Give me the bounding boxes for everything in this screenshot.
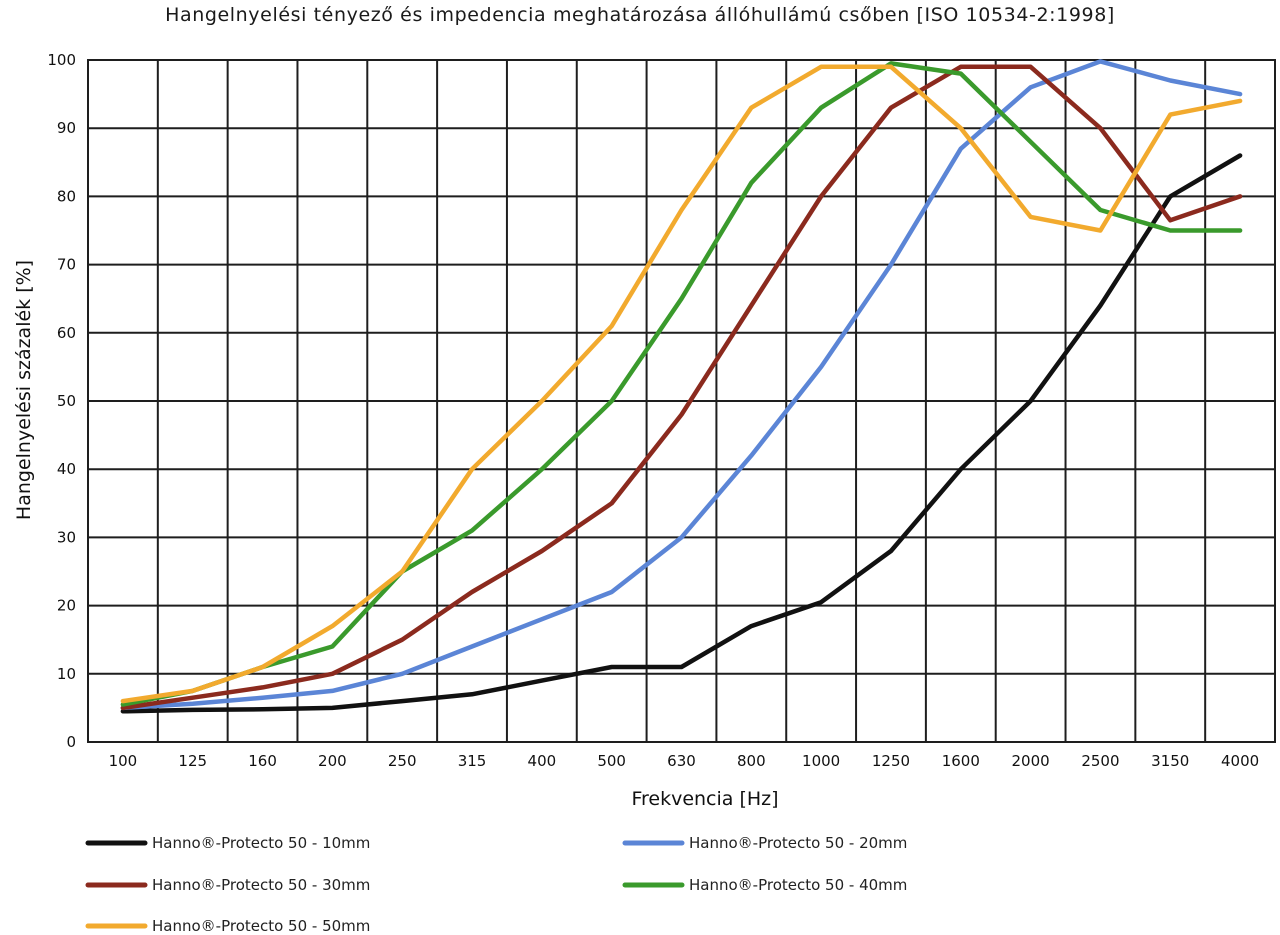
x-tick-label: 125: [178, 752, 207, 770]
x-tick-label: 500: [597, 752, 626, 770]
x-axis-label: Frekvencia [Hz]: [631, 788, 778, 810]
x-tick-label: 630: [667, 752, 696, 770]
y-tick-label: 70: [57, 256, 76, 274]
x-tick-label: 160: [248, 752, 277, 770]
x-tick-label: 3150: [1151, 752, 1189, 770]
y-tick-label: 20: [57, 597, 76, 615]
series-line-1: [120, 153, 1243, 714]
legend-label: Hanno®-Protecto 50 - 40mm: [689, 876, 907, 894]
x-tick-label: 100: [109, 752, 138, 770]
y-axis-ticks: 0 10 20 30 40 50 60 70 80 90 100: [47, 51, 76, 751]
x-tick-label: 2500: [1081, 752, 1119, 770]
x-tick-label: 1600: [942, 752, 980, 770]
y-tick-label: 10: [57, 665, 76, 683]
x-tick-label: 1000: [802, 752, 840, 770]
legend-label: Hanno®-Protecto 50 - 30mm: [152, 876, 370, 894]
legend-item: Hanno®-Protecto 50 - 50mm: [85, 917, 370, 935]
series-line-4: [120, 61, 1243, 707]
series-line-5: [120, 64, 1243, 704]
legend-label: Hanno®-Protecto 50 - 20mm: [689, 834, 907, 852]
y-tick-label: 60: [57, 324, 76, 342]
chart-title: Hangelnyelési tényező és impedencia megh…: [165, 4, 1115, 26]
x-tick-label: 800: [737, 752, 766, 770]
y-tick-label: 50: [57, 392, 76, 410]
x-tick-label: 200: [318, 752, 347, 770]
x-tick-label: 400: [528, 752, 557, 770]
y-tick-label: 0: [66, 733, 76, 751]
legend: Hanno®-Protecto 50 - 10mm Hanno®-Protecto…: [85, 834, 907, 935]
legend-item: Hanno®-Protecto 50 - 30mm: [85, 876, 370, 894]
x-tick-label: 1250: [872, 752, 910, 770]
gridlines: [87, 59, 1276, 743]
legend-label: Hanno®-Protecto 50 - 10mm: [152, 834, 370, 852]
y-tick-label: 100: [47, 51, 76, 69]
series-lines: [120, 59, 1243, 714]
y-tick-label: 40: [57, 460, 76, 478]
x-axis-ticks: 100 125 160 200 250 315 400 500 630 800 1000 1250 16…: [109, 752, 1260, 770]
x-tick-label: 4000: [1221, 752, 1259, 770]
y-tick-label: 80: [57, 187, 76, 205]
y-axis-label: Hangelnyelési százalék [%]: [13, 260, 35, 520]
legend-item: Hanno®-Protecto 50 - 10mm: [85, 834, 370, 852]
y-tick-label: 90: [57, 119, 76, 137]
series-line-3: [120, 64, 1243, 711]
legend-item: Hanno®-Protecto 50 - 40mm: [622, 876, 907, 894]
series-line-2: [120, 59, 1243, 711]
x-tick-label: 315: [458, 752, 487, 770]
legend-label: Hanno®-Protecto 50 - 50mm: [152, 917, 370, 935]
x-tick-label: 2000: [1012, 752, 1050, 770]
x-tick-label: 250: [388, 752, 417, 770]
legend-item: Hanno®-Protecto 50 - 20mm: [622, 834, 907, 852]
y-tick-label: 30: [57, 528, 76, 546]
